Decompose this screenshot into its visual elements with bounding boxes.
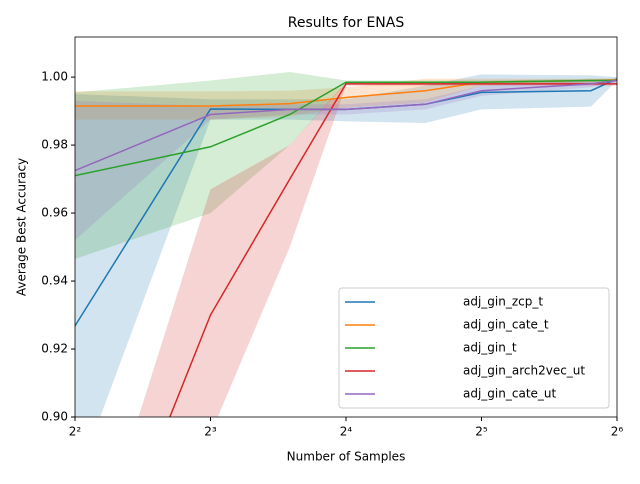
y-axis-label: Average Best Accuracy (15, 158, 29, 296)
confidence-band (75, 72, 617, 259)
x-tick-label: 2⁴ (340, 425, 353, 439)
x-tick-label: 2⁵ (475, 425, 488, 439)
legend-label: adj_gin_cate_ut (463, 387, 557, 401)
confidence-band (75, 78, 617, 241)
x-tick-label: 2² (69, 425, 82, 439)
lines (75, 78, 617, 417)
legend-label: adj_gin_t (463, 341, 517, 355)
series-line (169, 83, 617, 417)
y-tick-label: 0.98 (41, 138, 68, 152)
y-tick-label: 0.90 (41, 410, 68, 424)
legend-label: adj_gin_cate_t (463, 318, 549, 332)
series-line (75, 79, 617, 177)
y-tick-label: 0.94 (41, 274, 68, 288)
legend: adj_gin_zcp_t adj_gin_cate_t adj_gin_t adj_… (338, 287, 610, 409)
y-tick-label: 0.96 (41, 206, 68, 220)
confidence-band (75, 74, 617, 417)
legend-label: adj_gin_arch2vec_ut (463, 364, 585, 378)
chart-title: Results for ENAS (288, 15, 405, 31)
legend-label: adj_gin_zcp_t (463, 295, 543, 309)
confidence-band (138, 82, 617, 417)
plot-frame (74, 36, 618, 418)
x-tick-label: 2³ (204, 425, 217, 439)
legend-box (338, 287, 610, 409)
x-axis-label: Number of Samples (287, 450, 406, 464)
y-tick-label: 1.00 (41, 70, 68, 84)
x-tick-label: 2⁶ (611, 425, 624, 439)
series-line (75, 79, 617, 172)
y-tick-label: 0.92 (41, 342, 68, 356)
axes: 2² 2³ 2⁴ 2⁵ 2⁶ 0.90 0.92 0.94 0.96 0.98 1.00 (41, 36, 624, 439)
